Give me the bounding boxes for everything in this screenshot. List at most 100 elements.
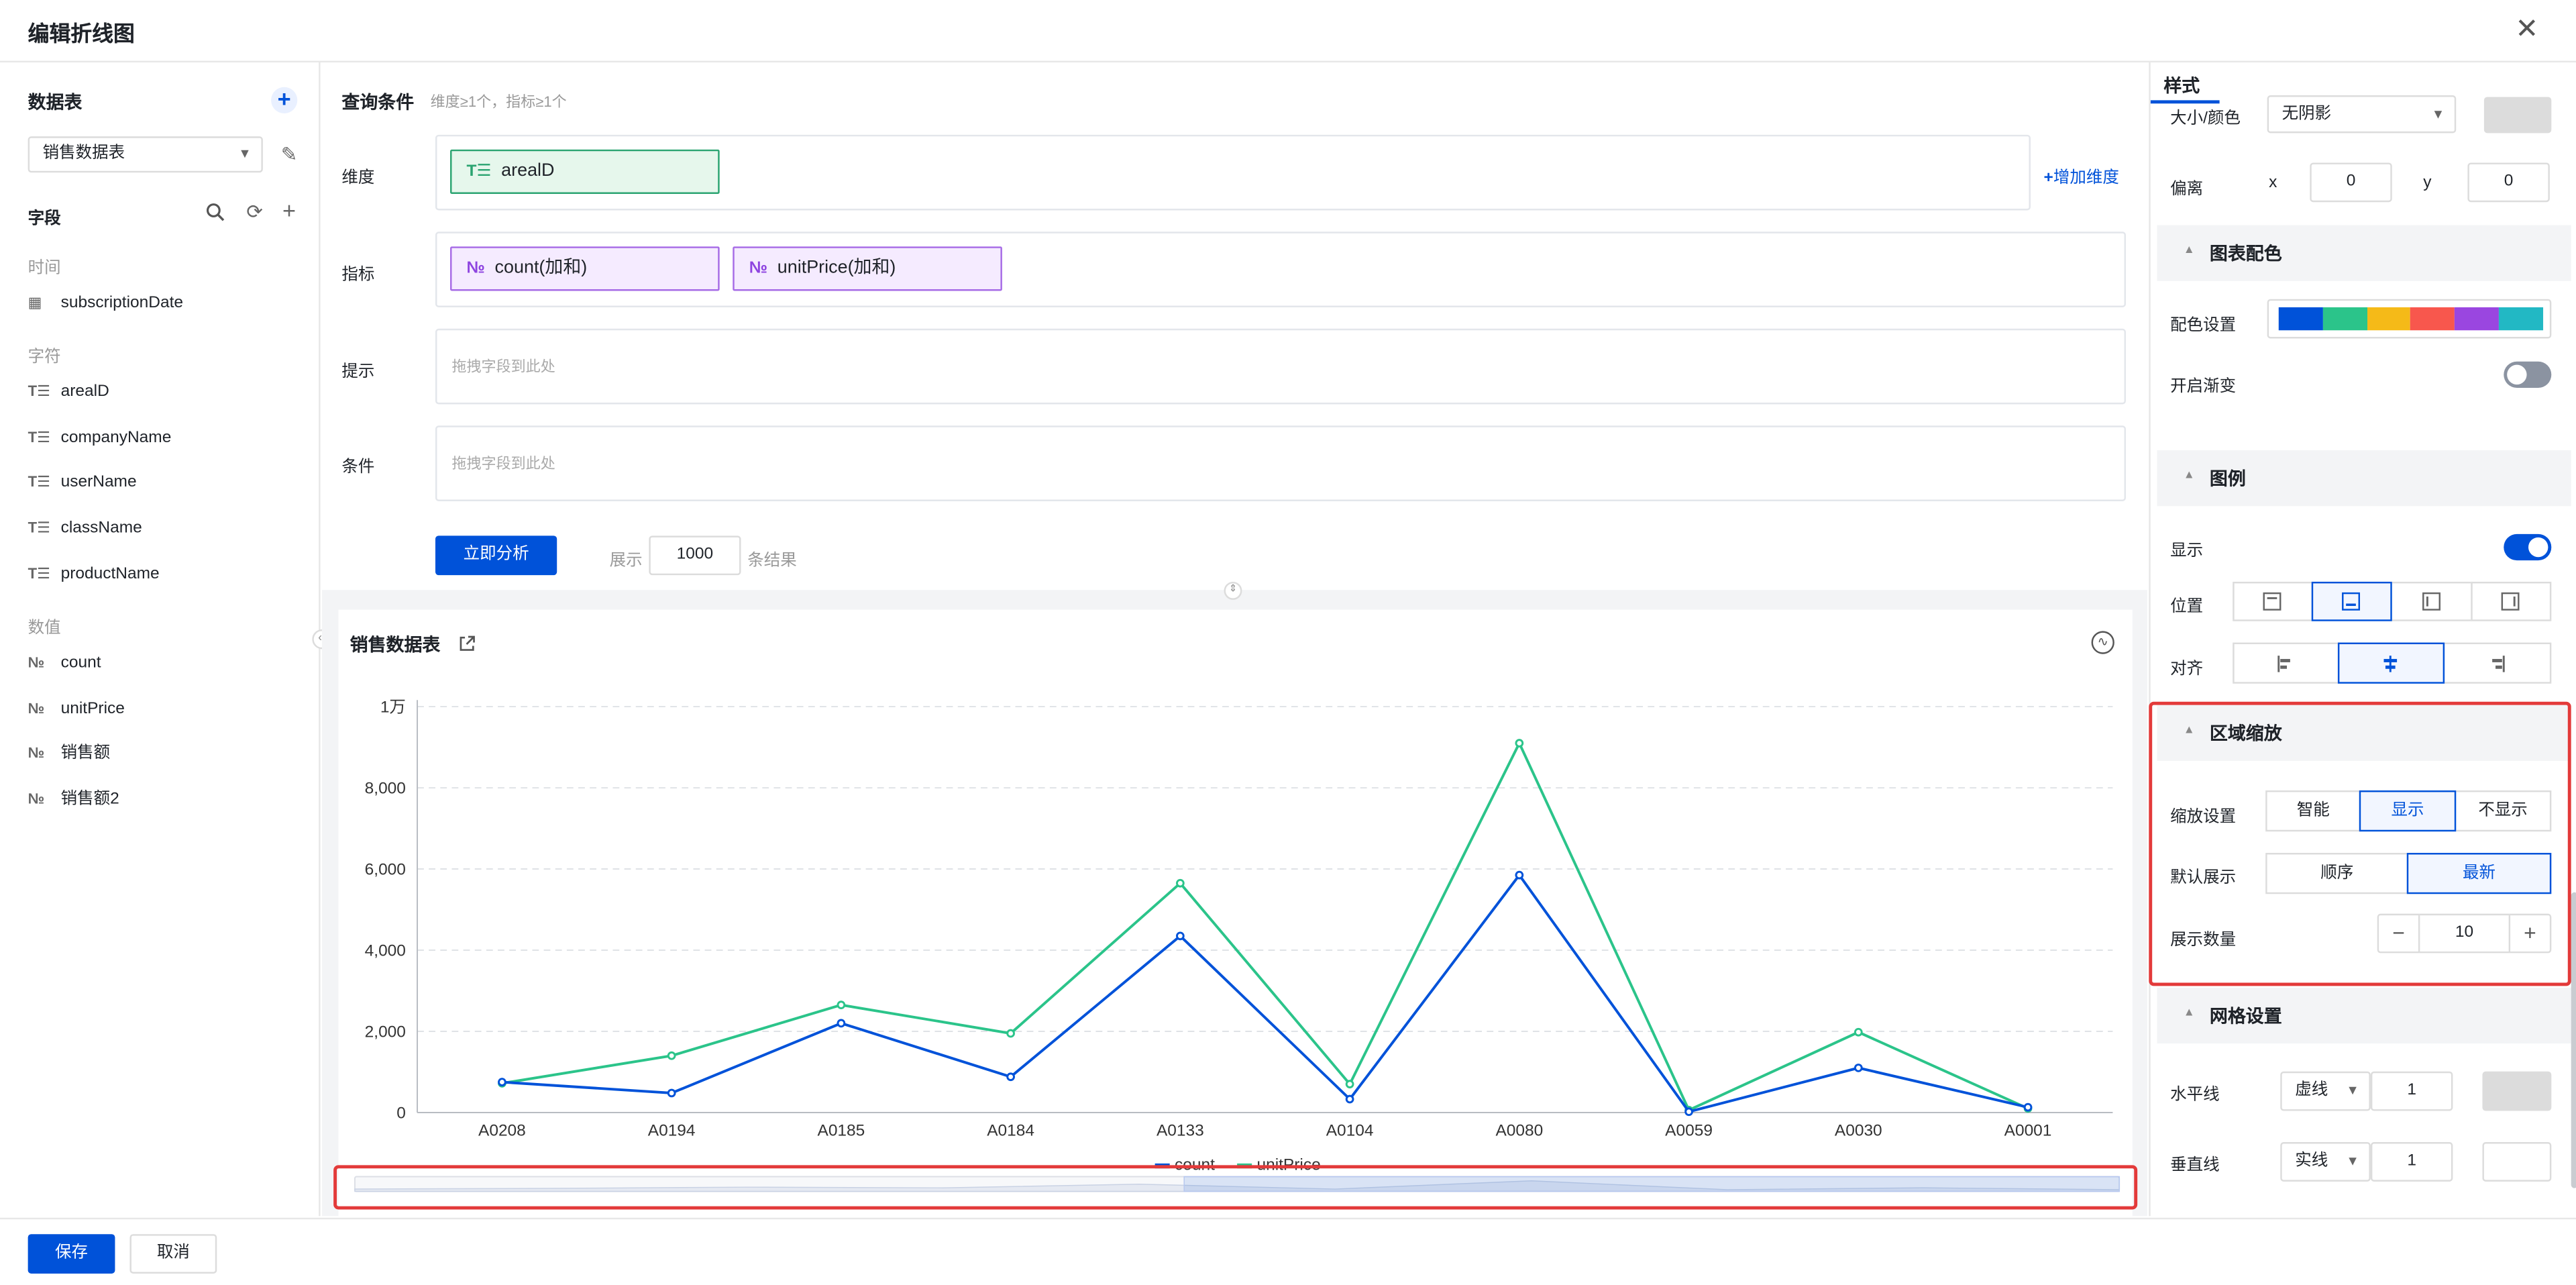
field-item[interactable]: T☰ productName xyxy=(28,560,160,586)
gradient-toggle[interactable] xyxy=(2504,361,2552,388)
legend-swatch-count xyxy=(1155,1163,1170,1169)
offset-y-input[interactable]: 0 xyxy=(2467,162,2550,203)
tooltip-dropzone[interactable]: 拖拽字段到此处 xyxy=(435,328,2127,405)
data-point-unitPrice[interactable] xyxy=(1854,1027,1863,1037)
datatable-select[interactable]: 销售数据表 ▼ xyxy=(28,136,263,173)
data-point-count[interactable] xyxy=(1854,1064,1863,1072)
shadow-color-swatch[interactable] xyxy=(2483,97,2552,134)
offset-x-input[interactable]: 0 xyxy=(2310,162,2392,203)
show-count-value[interactable]: 10 xyxy=(2455,923,2474,942)
zoom-setting-0[interactable]: 智能 xyxy=(2265,790,2361,832)
section-grid[interactable]: ▲ 网格设置 xyxy=(2157,987,2571,1044)
data-point-count[interactable] xyxy=(2023,1102,2033,1112)
data-point-count[interactable] xyxy=(837,1019,846,1028)
tab-style[interactable]: 样式 xyxy=(2163,77,2200,97)
add-field-icon[interactable]: + xyxy=(282,197,297,224)
default-show-0[interactable]: 顺序 xyxy=(2265,853,2409,894)
plus-icon[interactable]: + xyxy=(2508,915,2550,952)
hline-style-select[interactable]: 虚线 ▼ xyxy=(2280,1071,2371,1111)
hline-color-swatch[interactable] xyxy=(2482,1071,2552,1111)
minus-icon[interactable]: − xyxy=(2379,915,2420,952)
data-point-unitPrice[interactable] xyxy=(1006,1029,1015,1038)
field-item[interactable]: № 销售额2 xyxy=(28,786,119,812)
data-point-unitPrice[interactable] xyxy=(1175,878,1185,888)
legend-label-unitPrice[interactable]: unitPrice xyxy=(1256,1156,1320,1174)
condition-dropzone[interactable]: 拖拽字段到此处 xyxy=(435,425,2127,501)
data-point-unitPrice[interactable] xyxy=(1515,739,1524,748)
section-legend[interactable]: ▲ 图例 xyxy=(2157,450,2571,507)
data-point-count[interactable] xyxy=(498,1078,506,1086)
collapse-icon: ▲ xyxy=(2183,244,2195,257)
show-count-stepper[interactable]: − 10 + xyxy=(2377,913,2552,954)
chevron-down-icon: ▼ xyxy=(2346,1153,2359,1169)
palette-picker[interactable] xyxy=(2267,299,2552,339)
dimension-chip[interactable]: T☰ arealD xyxy=(450,149,720,194)
cancel-button[interactable]: 取消 xyxy=(129,1234,217,1274)
toggle-knob xyxy=(2528,537,2548,558)
chart-analysis-icon[interactable]: ∿ xyxy=(2091,631,2114,654)
vline-color-swatch[interactable] xyxy=(2482,1142,2552,1182)
data-point-count[interactable] xyxy=(1345,1094,1354,1104)
save-button[interactable]: 保存 xyxy=(28,1234,115,1274)
metric-chip-unitprice[interactable]: № unitPrice(加和) xyxy=(733,246,1002,291)
metric-dropzone[interactable]: № count(加和) № unitPrice(加和) xyxy=(435,232,2127,307)
data-point-count[interactable] xyxy=(1175,931,1185,941)
vline-width-input[interactable]: 1 xyxy=(2370,1142,2453,1182)
legend-position-right[interactable] xyxy=(2470,581,2552,621)
legend-position-bottom[interactable] xyxy=(2310,581,2392,621)
metric-chip-count[interactable]: № count(加和) xyxy=(450,246,720,291)
shadow-select[interactable]: 无阴影 ▼ xyxy=(2267,95,2457,134)
field-item[interactable]: ▦ subscriptionDate xyxy=(28,289,183,315)
data-point-count[interactable] xyxy=(1515,870,1524,880)
default-show-1[interactable]: 最新 xyxy=(2406,853,2552,894)
legend-show-toggle[interactable] xyxy=(2504,533,2552,561)
data-point-count[interactable] xyxy=(1006,1072,1015,1082)
field-item-label: 销售额2 xyxy=(60,790,119,809)
legend-top-icon xyxy=(2263,592,2282,611)
field-item[interactable]: T☰ userName xyxy=(28,469,137,495)
show-label: 展示 xyxy=(609,552,643,570)
result-count-input[interactable]: 1000 xyxy=(649,535,741,576)
external-link-icon[interactable] xyxy=(458,631,478,651)
legend-align-left[interactable] xyxy=(2233,642,2339,684)
dialog-title: 编辑折线图 xyxy=(28,21,135,46)
data-point-count[interactable] xyxy=(1684,1107,1693,1117)
add-datatable-icon[interactable]: + xyxy=(271,87,298,113)
hline-width-input[interactable]: 1 xyxy=(2370,1071,2453,1111)
refresh-icon[interactable]: ⟳ xyxy=(246,200,263,224)
field-item[interactable]: № 销售额 xyxy=(28,740,110,766)
data-point-count[interactable] xyxy=(667,1088,676,1098)
data-point-unitPrice[interactable] xyxy=(837,1000,846,1010)
legend-position-top[interactable] xyxy=(2233,581,2312,621)
collapse-icon: ▲ xyxy=(2183,1007,2195,1019)
data-point-unitPrice[interactable] xyxy=(667,1051,676,1060)
field-item[interactable]: № count xyxy=(28,649,101,675)
legend-position-left[interactable] xyxy=(2390,581,2472,621)
field-item[interactable]: T☰ className xyxy=(28,515,142,541)
add-dimension-button[interactable]: +增加维度 xyxy=(2044,162,2119,187)
edit-icon[interactable]: ✎ xyxy=(280,143,298,166)
section-zoom[interactable]: ▲ 区域缩放 xyxy=(2157,705,2571,761)
close-icon[interactable]: ✕ xyxy=(2515,13,2539,45)
resize-handle-icon[interactable]: ⇕ xyxy=(1224,581,1242,600)
legend-align-right[interactable] xyxy=(2443,642,2552,684)
legend-bottom-icon xyxy=(2342,592,2361,611)
data-point-unitPrice[interactable] xyxy=(1345,1080,1354,1088)
legend-swatch-unitPrice xyxy=(1237,1163,1252,1169)
zoom-slider-selection[interactable] xyxy=(1183,1176,2120,1192)
legend-align-center[interactable] xyxy=(2337,642,2445,684)
field-item[interactable]: № unitPrice xyxy=(28,695,125,721)
legend-label-count[interactable]: count xyxy=(1175,1156,1215,1174)
analyze-button[interactable]: 立即分析 xyxy=(435,535,557,576)
search-icon[interactable] xyxy=(204,202,227,225)
zoom-setting-1[interactable]: 显示 xyxy=(2359,790,2457,832)
field-item-label: productName xyxy=(60,565,160,584)
style-panel-scrollbar[interactable] xyxy=(2571,892,2576,1188)
field-item[interactable]: T☰ companyName xyxy=(28,423,172,450)
section-palette[interactable]: ▲ 图表配色 xyxy=(2157,225,2571,281)
zoom-setting-2[interactable]: 不显示 xyxy=(2454,790,2552,832)
field-item[interactable]: T☰ arealD xyxy=(28,378,109,404)
x-tick-label: A0133 xyxy=(1157,1121,1204,1139)
dimension-dropzone[interactable]: T☰ arealD xyxy=(435,134,2031,211)
vline-style-select[interactable]: 实线 ▼ xyxy=(2280,1142,2371,1182)
